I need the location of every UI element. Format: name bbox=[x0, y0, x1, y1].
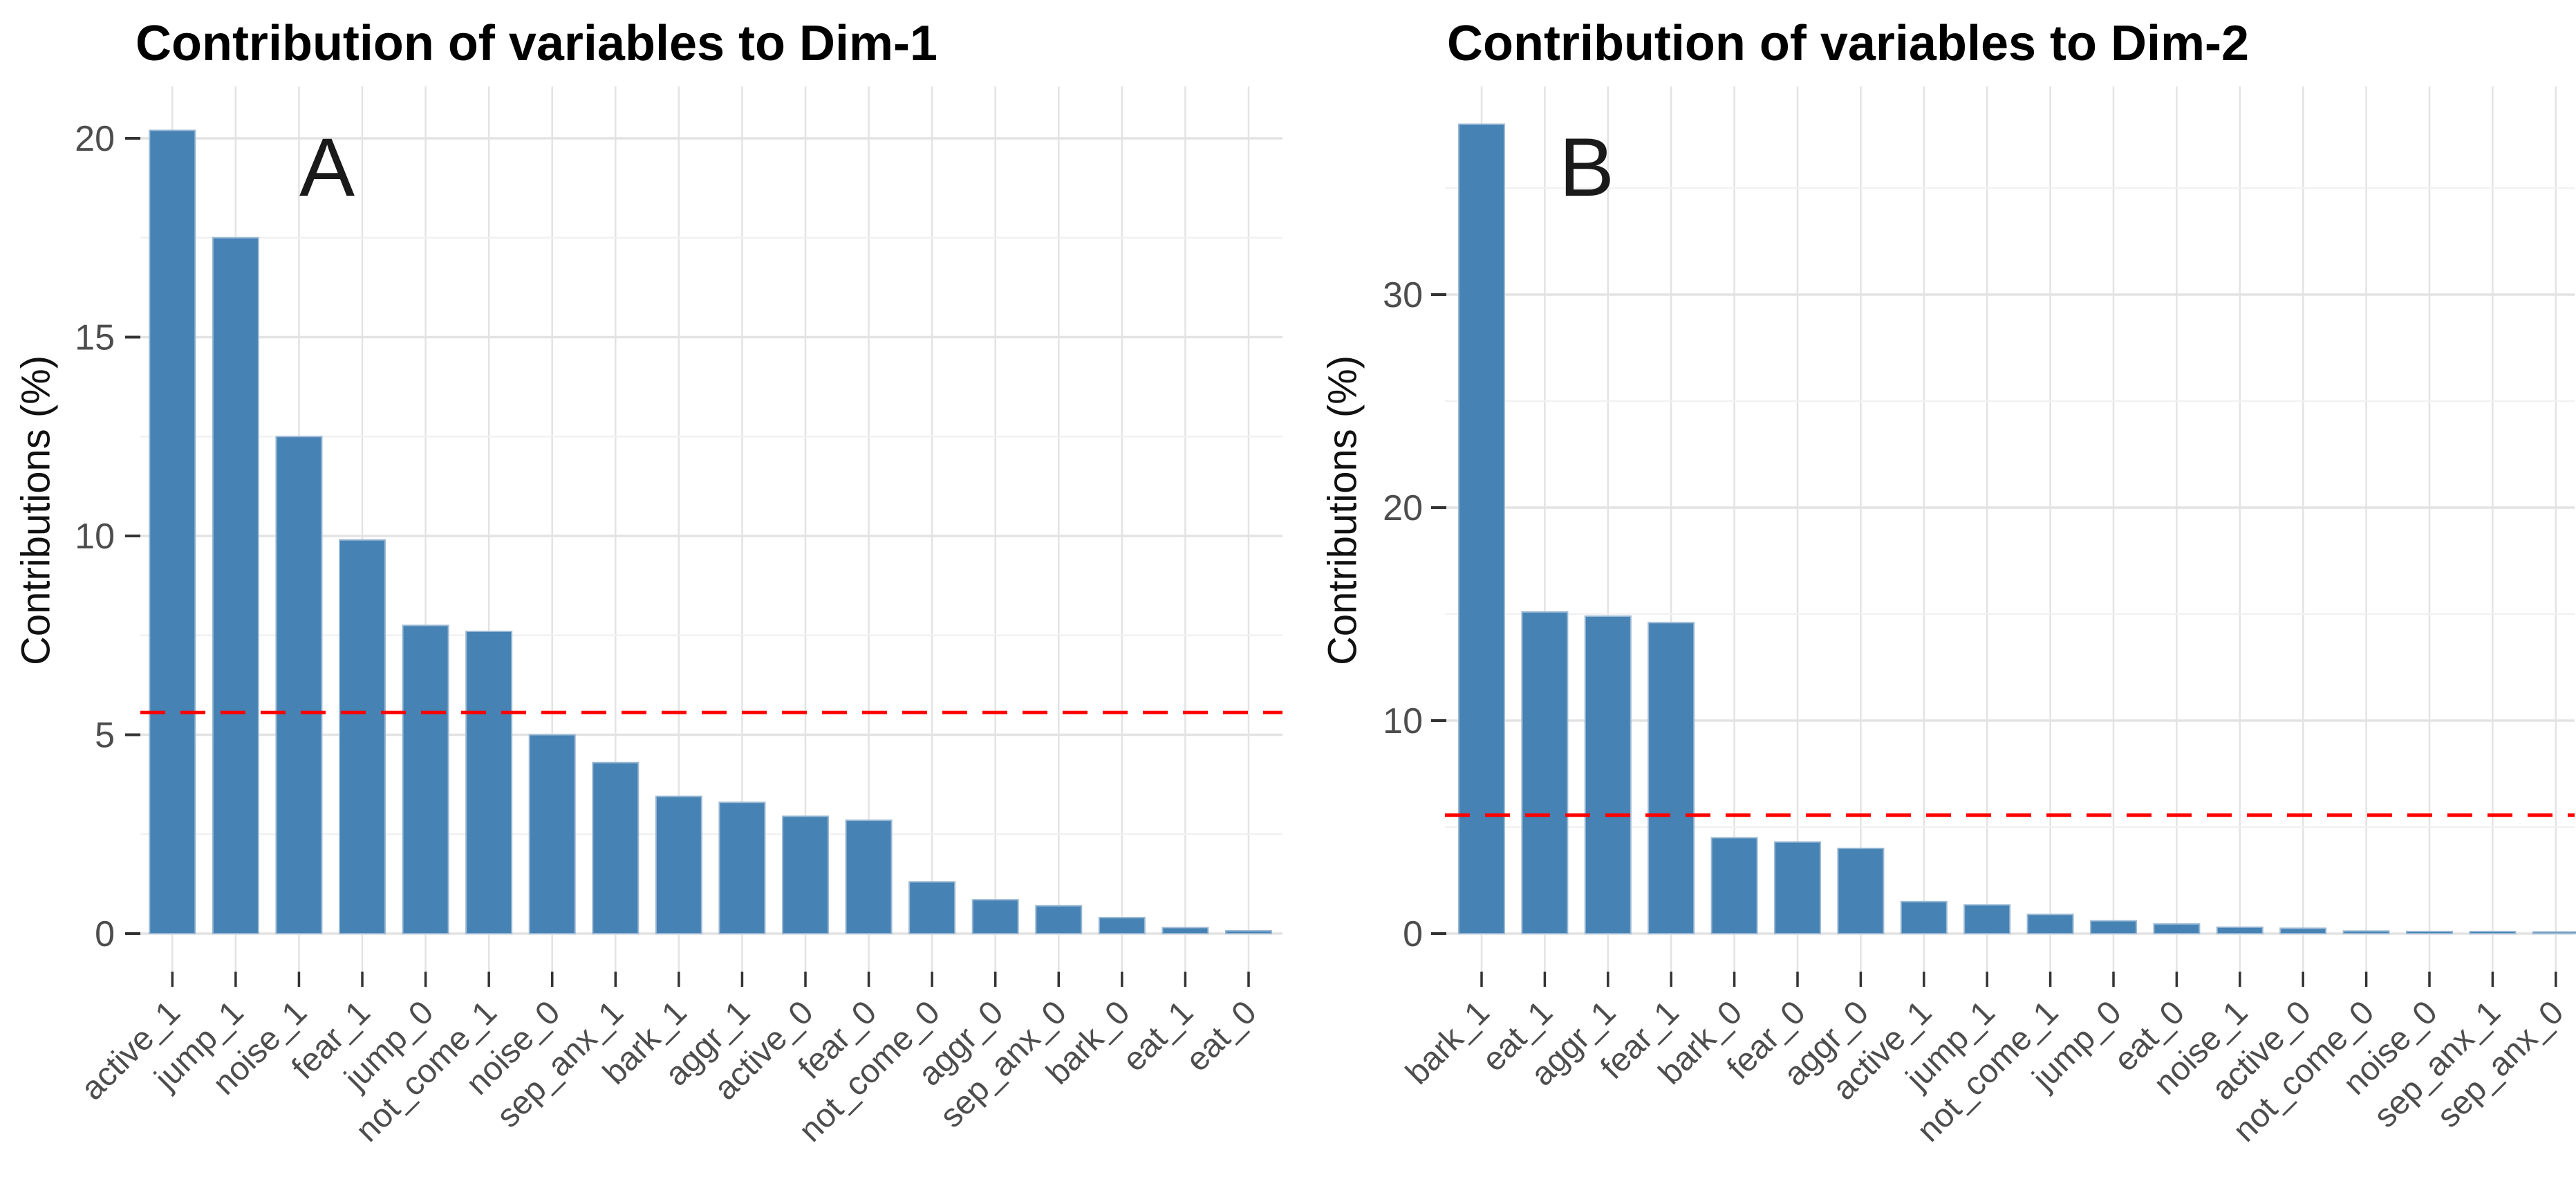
y-tick-label-30: 30 bbox=[1383, 275, 1423, 315]
bar-noise_1 bbox=[275, 436, 323, 934]
bar-fear_0 bbox=[845, 819, 893, 934]
bar-noise_0 bbox=[2406, 930, 2453, 935]
x-tick-label-eat_1: eat_1 bbox=[1116, 994, 1200, 1078]
panel-label-a: A bbox=[299, 121, 355, 214]
y-axis-title-dim1: Contributions (%) bbox=[13, 355, 59, 666]
y-tick-label-15: 15 bbox=[75, 318, 115, 358]
chart-title-dim2: Contribution of variables to Dim-2 bbox=[1447, 16, 2250, 71]
bar-active_0 bbox=[782, 815, 829, 934]
bar-fear_1 bbox=[1648, 622, 1695, 934]
bar-aggr_1 bbox=[718, 802, 766, 934]
bar-not_come_0 bbox=[908, 881, 956, 934]
bar-bark_0 bbox=[1098, 917, 1146, 934]
y-tick-label-20: 20 bbox=[75, 119, 115, 159]
bar-not_come_1 bbox=[465, 631, 513, 934]
x-tick-label-eat_0: eat_0 bbox=[1179, 994, 1263, 1078]
y-tick-label-0: 0 bbox=[95, 914, 115, 954]
bar-eat_1 bbox=[1161, 927, 1209, 934]
bar-eat_1 bbox=[1521, 611, 1569, 934]
bar-fear_0 bbox=[1774, 841, 1821, 935]
y-tick-label-20: 20 bbox=[1383, 488, 1423, 528]
bar-eat_0 bbox=[2153, 923, 2201, 935]
bar-not_come_1 bbox=[2026, 914, 2074, 935]
panel-label-b: B bbox=[1559, 121, 1615, 214]
bar-sep_anx_1 bbox=[2469, 930, 2517, 935]
bar-jump_1 bbox=[212, 237, 259, 934]
bar-bark_1 bbox=[655, 795, 702, 934]
bar-active_1 bbox=[1900, 900, 1948, 935]
bar-aggr_0 bbox=[971, 899, 1019, 934]
bar-jump_0 bbox=[2090, 920, 2137, 935]
bar-eat_0 bbox=[1224, 929, 1272, 934]
x-tick-label-bark_1: bark_1 bbox=[1399, 994, 1497, 1091]
bar-not_come_0 bbox=[2342, 930, 2390, 934]
bar-jump_1 bbox=[1963, 904, 2011, 935]
bar-active_0 bbox=[2279, 927, 2327, 935]
y-axis-title-dim2: Contributions (%) bbox=[1320, 355, 1365, 666]
bar-sep_anx_1 bbox=[592, 761, 640, 934]
bar-noise_0 bbox=[528, 734, 576, 934]
bar-sep_anx_0 bbox=[1035, 905, 1083, 934]
bar-aggr_0 bbox=[1837, 847, 1885, 935]
bar-fear_1 bbox=[339, 539, 386, 934]
y-tick-label-10: 10 bbox=[1383, 701, 1423, 741]
bar-sep_anx_0 bbox=[2532, 931, 2576, 935]
bar-noise_1 bbox=[2216, 926, 2264, 935]
bar-jump_0 bbox=[402, 624, 449, 934]
bar-bark_0 bbox=[1710, 837, 1758, 935]
bar-active_1 bbox=[149, 129, 196, 934]
y-tick-label-10: 10 bbox=[75, 517, 115, 557]
y-tick-label-0: 0 bbox=[1403, 914, 1423, 954]
bar-bark_1 bbox=[1458, 123, 1505, 935]
chart-title-dim1: Contribution of variables to Dim-1 bbox=[136, 16, 938, 71]
y-tick-label-5: 5 bbox=[95, 716, 115, 756]
bar-aggr_1 bbox=[1584, 615, 1632, 935]
